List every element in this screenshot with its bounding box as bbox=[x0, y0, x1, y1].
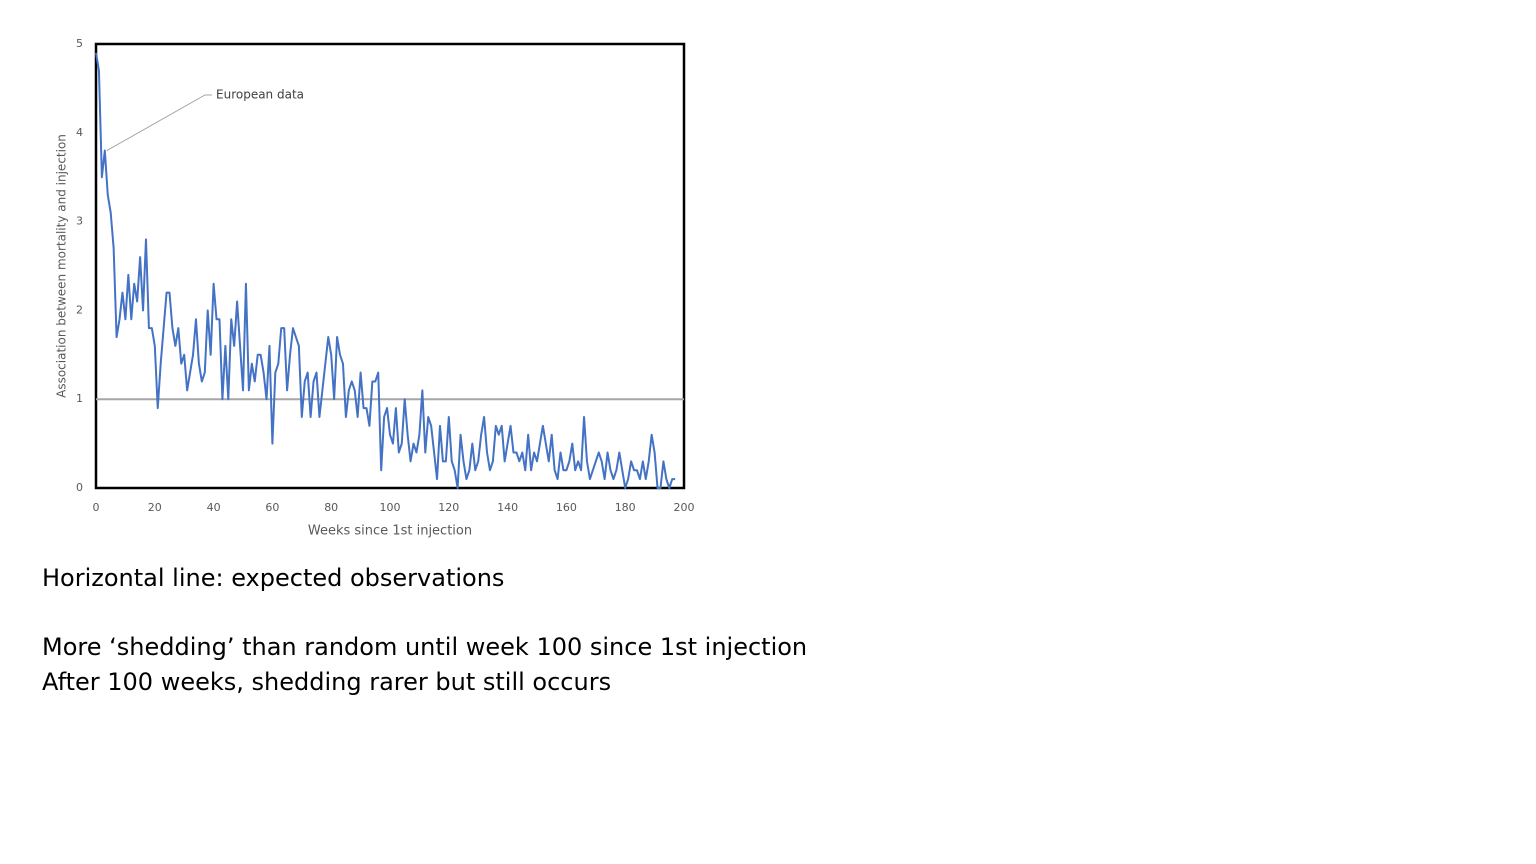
y-tick-label: 0 bbox=[76, 481, 83, 494]
y-tick-label: 1 bbox=[76, 392, 83, 405]
y-tick-label: 2 bbox=[76, 303, 83, 316]
x-tick-label: 140 bbox=[497, 501, 518, 514]
chart: Weeks since 1st injection Association be… bbox=[55, 37, 695, 539]
x-tick-label: 120 bbox=[438, 501, 459, 514]
annotation-label: European data bbox=[216, 88, 304, 102]
y-axis-label: Association between mortality and inject… bbox=[55, 134, 69, 398]
x-tick-label: 40 bbox=[207, 501, 221, 514]
x-axis-label: Weeks since 1st injection bbox=[308, 524, 472, 539]
note: After 100 weeks, shedding rarer but stil… bbox=[42, 668, 612, 696]
x-tick-label: 200 bbox=[674, 501, 695, 514]
x-tick-label: 80 bbox=[324, 501, 338, 514]
x-tick-label: 180 bbox=[615, 501, 636, 514]
x-tick-label: 0 bbox=[93, 501, 100, 514]
x-tick-label: 100 bbox=[380, 501, 401, 514]
x-tick-label: 160 bbox=[556, 501, 577, 514]
x-tick-label: 20 bbox=[148, 501, 162, 514]
y-tick-label: 5 bbox=[76, 37, 83, 50]
plot-frame bbox=[94, 42, 686, 490]
note: Horizontal line: expected observations bbox=[42, 564, 505, 592]
note: More ‘shedding’ than random until week 1… bbox=[42, 633, 808, 661]
x-tick-label: 60 bbox=[265, 501, 279, 514]
y-tick-label: 4 bbox=[76, 126, 83, 139]
y-tick-label: 3 bbox=[76, 215, 83, 228]
data-line bbox=[95, 52, 676, 489]
annotation-leader bbox=[106, 94, 212, 151]
